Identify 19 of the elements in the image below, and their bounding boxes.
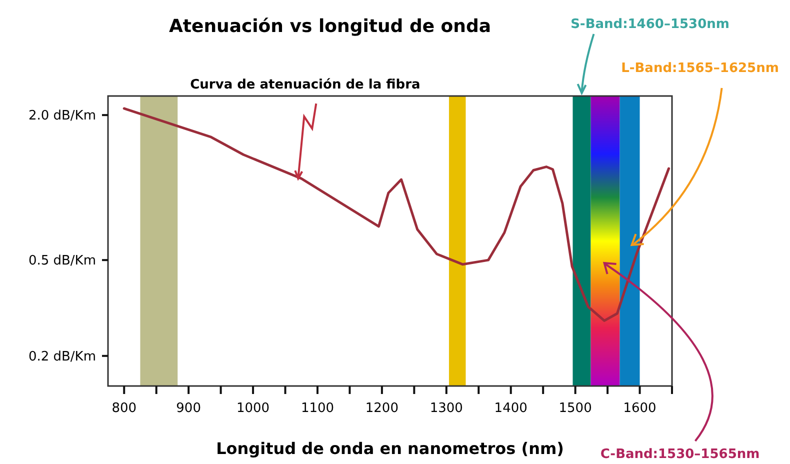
annotation: Curva de atenuación de la fibra	[190, 78, 420, 93]
line-series	[122, 107, 670, 322]
x-tick-label: 1500	[558, 401, 592, 416]
x-tick-label: 1000	[236, 401, 270, 416]
x-tick-label: 1600	[623, 401, 656, 416]
y-tick-label: 2.0 dB/Km	[28, 108, 96, 124]
band-label: C-Band:1530–1565nm	[600, 447, 760, 462]
x-axis-title: Longitud de onda en nanometros (nm)	[216, 439, 564, 458]
x-tick-label: 1400	[494, 401, 528, 416]
x-tick-label: 1300	[430, 401, 463, 416]
y-tick-label: 0.2 dB/Km	[28, 349, 96, 364]
chart-title: Atenuación vs longitud de onda	[168, 16, 492, 37]
x-tick-label: 1200	[365, 401, 398, 416]
x-tick-label: 800	[112, 401, 137, 416]
y-tick-label: 0.5 dB/Km	[28, 254, 96, 269]
x-tick-label: 1100	[300, 401, 334, 416]
x-tick-label: 900	[176, 401, 201, 416]
band-label: S-Band:1460–1530nm	[570, 17, 730, 32]
band-label: L-Band:1565–1625nm	[621, 61, 779, 76]
